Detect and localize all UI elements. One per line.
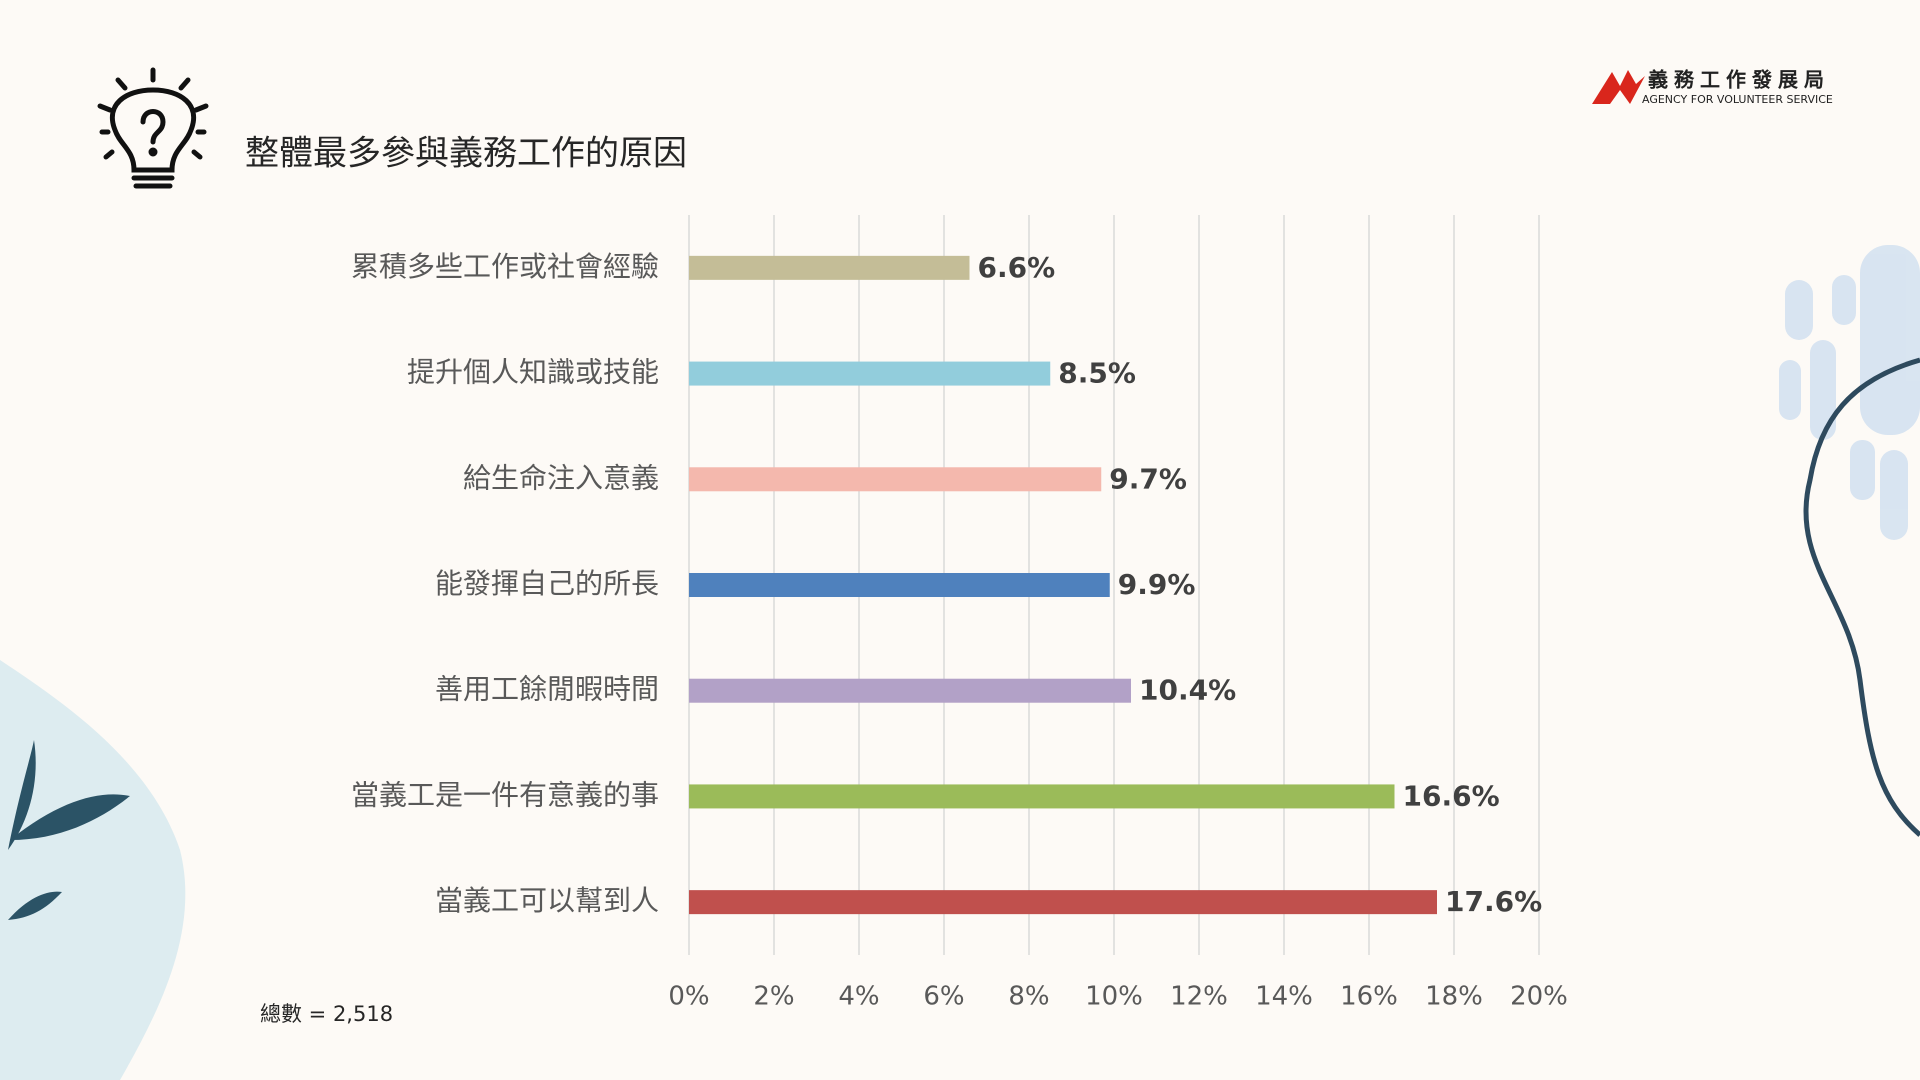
y-tick-label: 累積多些工作或社會經驗 xyxy=(351,250,659,283)
watercolor-left xyxy=(0,660,186,1080)
blob xyxy=(1860,245,1920,435)
blobs-right xyxy=(1779,245,1920,540)
bar xyxy=(689,255,970,280)
value-label: 16.6% xyxy=(1403,779,1500,812)
annotation: 總數 = 2,518 xyxy=(260,1002,393,1026)
blob xyxy=(1880,450,1908,540)
bar xyxy=(689,784,1395,809)
x-tick-label: 16% xyxy=(1340,982,1398,1012)
lightbulb-icon xyxy=(97,67,209,189)
bar xyxy=(689,573,1110,597)
chart-title: 整體最多參與義務工作的原因 xyxy=(245,134,687,174)
y-tick-label: 當義工可以幫到人 xyxy=(435,884,659,917)
ray xyxy=(191,149,203,160)
blob xyxy=(1785,280,1813,340)
leaf xyxy=(8,891,62,920)
bar xyxy=(689,890,1437,915)
x-tick-label: 4% xyxy=(838,982,879,1012)
value-label: 9.7% xyxy=(1109,462,1187,495)
y-tick-label: 能發揮自己的所長 xyxy=(435,567,659,600)
logo-subtitle: AGENCY FOR VOLUNTEER SERVICE xyxy=(1642,93,1833,106)
blob xyxy=(1779,360,1801,420)
value-label: 8.5% xyxy=(1058,357,1136,390)
y-tick-label: 給生命注入意義 xyxy=(463,461,659,494)
y-tick-label: 當義工是一件有意義的事 xyxy=(351,778,659,811)
x-tick-label: 14% xyxy=(1255,982,1313,1012)
dot xyxy=(148,147,158,157)
leaf xyxy=(8,740,36,850)
x-tick-label: 8% xyxy=(1008,982,1049,1012)
ray xyxy=(97,103,113,113)
logo: 義務工作發展局 AGENCY FOR VOLUNTEER SERVICE xyxy=(1592,68,1833,106)
logo-mark xyxy=(1592,70,1645,104)
x-tick-label: 0% xyxy=(668,982,709,1012)
bar xyxy=(689,678,1131,703)
x-tick-label: 2% xyxy=(753,982,794,1012)
value-label: 6.6% xyxy=(978,251,1056,284)
bar xyxy=(689,467,1102,492)
x-tick-label: 20% xyxy=(1510,982,1568,1012)
value-label: 9.9% xyxy=(1118,568,1196,601)
blob xyxy=(1810,340,1836,440)
question xyxy=(140,109,166,145)
curve xyxy=(1803,357,1920,837)
ray xyxy=(193,103,209,113)
ray xyxy=(178,77,191,91)
blob xyxy=(1850,440,1875,500)
value-label: 17.6% xyxy=(1445,885,1542,918)
x-tick-label: 6% xyxy=(923,982,964,1012)
x-tick-label: 12% xyxy=(1170,982,1228,1012)
value-label: 10.4% xyxy=(1139,674,1236,707)
y-tick-label: 提升個人知識或技能 xyxy=(407,356,659,389)
bar xyxy=(689,361,1051,386)
y-tick-label: 善用工餘閒暇時間 xyxy=(435,673,659,706)
wash xyxy=(0,660,186,1080)
logo-name: 義務工作發展局 xyxy=(1648,68,1830,92)
bulb xyxy=(110,87,196,173)
x-tick-label: 10% xyxy=(1085,982,1143,1012)
blob xyxy=(1832,275,1856,325)
x-tick-label: 18% xyxy=(1425,982,1483,1012)
leaf xyxy=(10,794,130,840)
ray xyxy=(103,149,115,160)
ray xyxy=(115,77,128,91)
leaves xyxy=(8,740,130,920)
